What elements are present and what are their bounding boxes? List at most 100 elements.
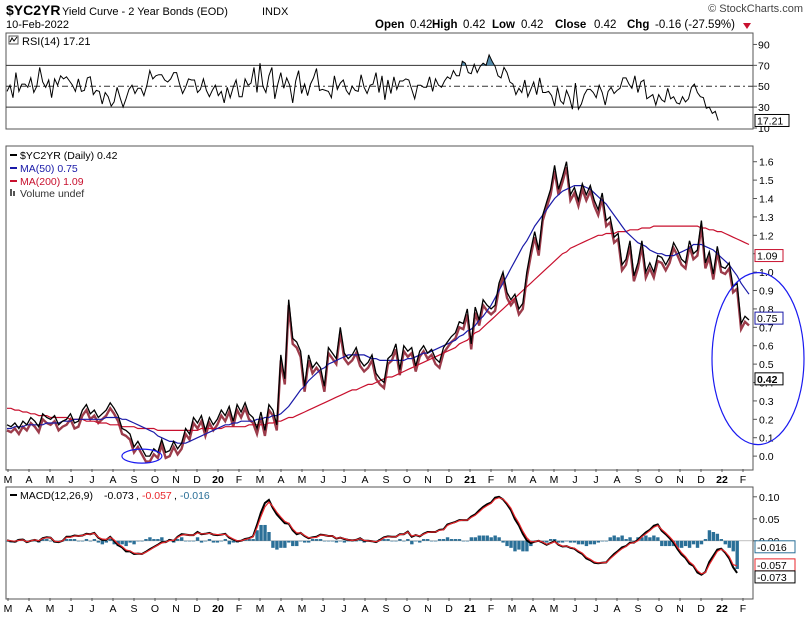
macd-hist-bar xyxy=(425,539,430,541)
rsi-tick-label: 70 xyxy=(758,60,770,72)
macd-hist-bar xyxy=(156,539,160,541)
x-axis-top-label: J xyxy=(341,474,346,486)
price-last-label: 0.42 xyxy=(757,374,778,386)
x-axis-top-label: A xyxy=(109,474,116,486)
macd-hist-bar xyxy=(473,537,478,541)
macd-hist-bar xyxy=(648,537,652,541)
macd-hist-bar xyxy=(112,540,116,545)
rsi-panel xyxy=(5,32,754,130)
macd-hist-bar xyxy=(302,540,307,543)
price-tick-label: 1.2 xyxy=(759,230,774,242)
legend-volume: Volume undef xyxy=(20,188,84,200)
x-axis-bottom-label: D xyxy=(445,603,453,615)
x-axis-top-label: J xyxy=(572,474,577,486)
x-axis-bottom-label: M xyxy=(46,603,55,615)
macd-hist-bar xyxy=(207,539,212,541)
macd-hist-bar xyxy=(580,540,585,545)
x-axis-bottom-label: N xyxy=(172,603,180,615)
macd-hist-bar xyxy=(291,540,295,547)
x-axis-top-label: O xyxy=(403,474,411,486)
macd-hist-bar xyxy=(72,539,77,541)
macd-hist-bar xyxy=(310,539,315,541)
macd-hist-bar xyxy=(287,540,291,543)
macd-hist-bar xyxy=(620,535,624,541)
price-tick-label: 1.4 xyxy=(759,194,774,206)
macd-hist-bar xyxy=(299,540,303,542)
macd-hist-bar xyxy=(330,540,335,542)
exchange: INDX xyxy=(262,6,289,18)
x-axis-bottom-label: M xyxy=(256,603,265,615)
macd-hist-bar xyxy=(318,539,323,541)
price-panel xyxy=(5,145,754,471)
price-tick-label: 0.9 xyxy=(759,286,774,298)
macd-hist-bar xyxy=(683,540,688,547)
x-axis-bottom-label: O xyxy=(403,603,411,615)
ma50-line xyxy=(7,185,750,444)
x-axis-bottom-label: 20 xyxy=(212,603,224,615)
macd-hist-bar xyxy=(263,524,267,541)
macd-hist-bar xyxy=(477,535,481,541)
macd-hist-bar xyxy=(326,540,331,542)
price-tick-label: 0.3 xyxy=(759,396,774,408)
macd-hist-bar xyxy=(564,540,569,542)
x-axis-bottom-label: M xyxy=(550,603,559,615)
high-value: 0.42 xyxy=(463,19,485,31)
macd-hist-bar xyxy=(556,540,561,543)
macd-hist-bar xyxy=(100,540,105,545)
macd-hist-bar xyxy=(568,540,573,543)
macd-hist-bar xyxy=(727,540,731,548)
macd-hist-bar xyxy=(88,540,93,542)
macd-hist-bar xyxy=(80,540,85,542)
macd-hist-bar xyxy=(187,540,192,542)
x-axis-top-label: N xyxy=(676,474,684,486)
macd-hist-bar xyxy=(92,539,97,541)
x-axis-bottom-label: N xyxy=(676,603,684,615)
legend-price: $YC2YR (Daily) 0.42 xyxy=(20,150,118,162)
x-axis-top-label: D xyxy=(445,474,453,486)
x-axis-bottom-label: J xyxy=(572,603,577,615)
open-value: 0.42 xyxy=(410,19,432,31)
macd-hist-bar xyxy=(386,539,390,541)
symbol: $YC2YR xyxy=(6,2,60,18)
macd-hist-bar xyxy=(398,539,402,541)
macd-hist-bar xyxy=(342,540,347,543)
macd-hist-bar xyxy=(501,540,505,543)
rsi-tick-label: 50 xyxy=(758,81,770,93)
macd-hist-bar xyxy=(707,530,712,541)
price-last-label-box xyxy=(754,372,784,386)
x-axis-top-label: J xyxy=(68,474,73,486)
macd-hist-bar xyxy=(604,540,608,542)
macd-hist-last-label-box xyxy=(754,540,796,554)
rsi-tick-label: 90 xyxy=(758,39,770,51)
price-tick-label: 1.0 xyxy=(759,267,774,279)
macd-tick-label: 0.10 xyxy=(759,492,780,504)
close-value: 0.42 xyxy=(594,19,616,31)
x-axis-top-label: M xyxy=(256,474,265,486)
macd-hist-bar xyxy=(481,535,485,541)
rsi-tick-label: 30 xyxy=(758,102,770,114)
macd-hist-bar xyxy=(382,539,386,541)
x-axis-top-label: J xyxy=(89,474,94,486)
macd-hist-bar xyxy=(108,539,112,541)
x-axis-bottom-label: M xyxy=(4,603,13,615)
price-tick-label: 0.5 xyxy=(759,359,774,371)
x-axis-top-label: O xyxy=(655,474,663,486)
macd-hist-bar xyxy=(84,539,89,541)
open-label: Open xyxy=(375,19,404,31)
macd-hist-bar xyxy=(608,537,612,541)
macd-hist-bar xyxy=(469,537,474,541)
macd-hist-bar xyxy=(497,537,501,541)
macd-hist-bar xyxy=(632,540,636,542)
macd-hist-bar xyxy=(465,540,470,542)
macd-hist-bar xyxy=(588,540,593,545)
macd-hist-bar xyxy=(199,540,204,543)
x-axis-top-label: A xyxy=(529,474,536,486)
legend-ma200: MA(200) 1.09 xyxy=(20,176,84,188)
x-axis-top-label: N xyxy=(424,474,432,486)
rsi-legend-icon xyxy=(8,35,19,45)
macd-hist-bar xyxy=(596,540,601,543)
macd-hist-bar xyxy=(552,539,557,541)
macd-hist-bar xyxy=(406,539,410,541)
brand: © StockCharts.com xyxy=(708,3,803,15)
volume-icon xyxy=(10,189,12,196)
